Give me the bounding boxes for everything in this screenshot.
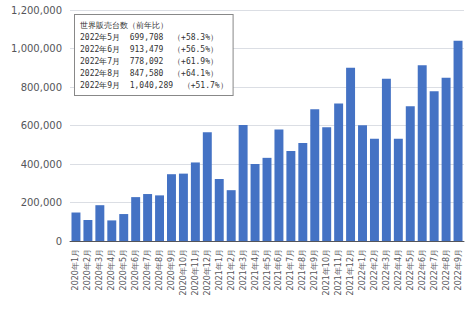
svg-text:800,000: 800,000 [21,82,62,93]
svg-text:2020年1月: 2020年1月 [71,249,80,290]
svg-text:1,000,000: 1,000,000 [11,43,62,54]
svg-text:2022年8月 847,580 （+64.1%）: 2022年8月 847,580 （+64.1%） [80,69,218,78]
svg-text:200,000: 200,000 [21,197,62,208]
svg-text:2021年12月: 2021年12月 [346,249,355,296]
svg-text:2022年5月 699,708 （+58.3%）: 2022年5月 699,708 （+58.3%） [80,33,218,42]
svg-text:2020年5月: 2020年5月 [119,249,128,290]
svg-text:2021年11月: 2021年11月 [334,249,343,296]
svg-text:2022年3月: 2022年3月 [382,249,391,290]
svg-text:2020年8月: 2020年8月 [155,249,164,290]
svg-text:2022年7月 778,092 （+61.9%）: 2022年7月 778,092 （+61.9%） [80,57,218,66]
svg-text:2022年2月: 2022年2月 [370,249,379,290]
svg-text:2020年7月: 2020年7月 [143,249,152,290]
svg-text:2022年8月: 2022年8月 [442,249,451,290]
svg-text:2022年5月: 2022年5月 [406,249,415,290]
svg-text:2021年1月: 2021年1月 [215,249,224,290]
svg-text:600,000: 600,000 [21,120,62,131]
svg-text:2020年11月: 2020年11月 [191,249,200,296]
svg-text:2020年2月: 2020年2月 [83,249,92,290]
svg-text:2020年4月: 2020年4月 [107,249,116,290]
svg-text:2021年9月: 2021年9月 [310,249,319,290]
svg-text:1,200,000: 1,200,000 [11,5,62,16]
svg-text:2021年10月: 2021年10月 [322,249,331,296]
svg-text:2021年4月: 2021年4月 [251,249,260,290]
svg-text:400,000: 400,000 [21,159,62,170]
svg-text:2022年6月: 2022年6月 [418,249,427,290]
svg-text:2020年3月: 2020年3月 [95,249,104,290]
svg-text:2021年3月: 2021年3月 [239,249,248,290]
svg-text:2020年12月: 2020年12月 [203,249,212,296]
svg-text:世界販売台数（前年比）: 世界販売台数（前年比） [80,21,168,30]
svg-text:2022年9月 1,040,289 （+51.7%）: 2022年9月 1,040,289 （+51.7%） [80,81,228,90]
svg-text:2022年7月: 2022年7月 [430,249,439,290]
svg-text:2021年5月: 2021年5月 [263,249,272,290]
svg-text:2022年9月: 2022年9月 [454,249,463,290]
svg-text:2022年6月 913,479 （+56.5%）: 2022年6月 913,479 （+56.5%） [80,45,218,54]
svg-text:2021年7月: 2021年7月 [286,249,295,290]
svg-text:2022年1月: 2022年1月 [358,249,367,290]
svg-text:2020年10月: 2020年10月 [179,249,188,296]
svg-text:0: 0 [56,236,62,247]
svg-text:2021年6月: 2021年6月 [274,249,283,290]
svg-text:2022年4月: 2022年4月 [394,249,403,290]
svg-text:2020年9月: 2020年9月 [167,249,176,290]
svg-text:2021年8月: 2021年8月 [298,249,307,290]
svg-text:2021年2月: 2021年2月 [227,249,236,290]
svg-text:2020年6月: 2020年6月 [131,249,140,290]
